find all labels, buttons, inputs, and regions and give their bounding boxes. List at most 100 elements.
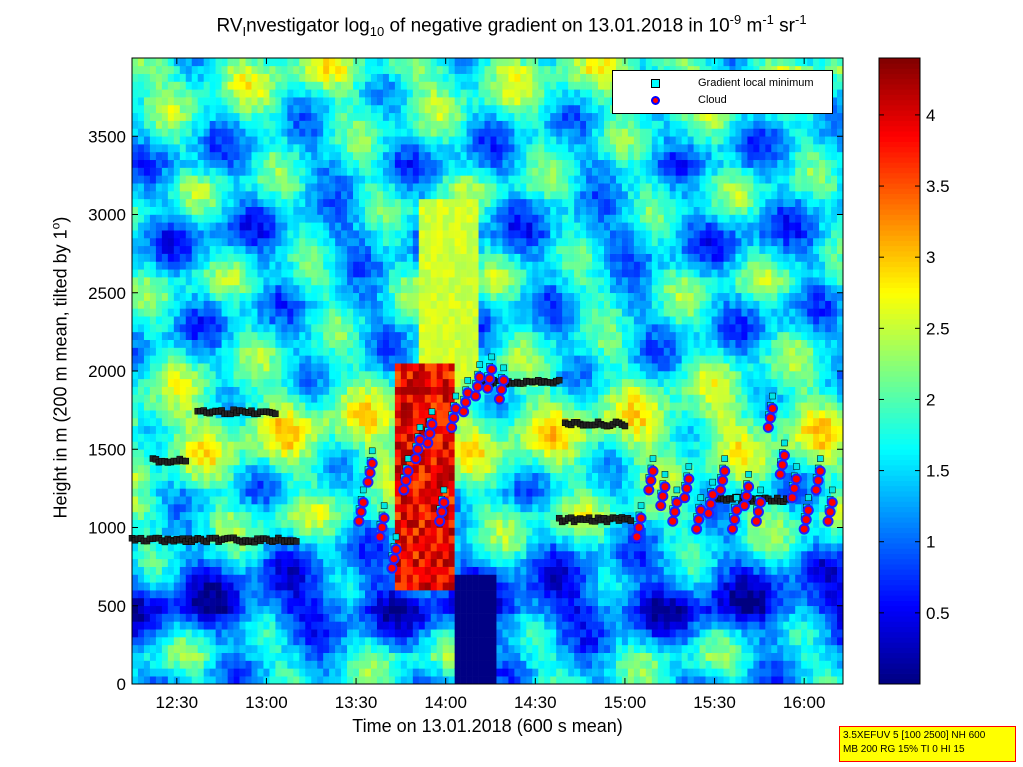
heatmap-cell [203,676,210,685]
heatmap-cell [448,214,455,223]
heatmap-cell [353,535,360,544]
heatmap-cell [466,136,473,145]
heatmap-cell [460,504,467,513]
heatmap-cell [472,590,479,599]
heatmap-cell [173,65,181,74]
heatmap-cell [335,637,342,646]
heatmap-cell [293,574,300,583]
heatmap-cell [269,402,276,411]
heatmap-cell [173,214,181,223]
heatmap-cell [191,347,199,356]
heatmap-cell [161,167,169,176]
heatmap-cell [167,511,175,520]
heatmap-cell [203,144,210,153]
heatmap-cell [460,136,467,145]
heatmap-cell [245,292,252,301]
heatmap-cell [478,480,485,489]
heatmap-cell [454,511,461,520]
heatmap-cell [329,590,336,599]
heatmap-cell [394,597,402,607]
heatmap-cell [359,277,366,286]
heatmap-cell [209,464,216,474]
heatmap-cell [382,496,390,505]
heatmap-cell [221,386,228,395]
heatmap-cell [388,144,396,153]
heatmap-cell [161,402,169,411]
heatmap-cell [305,253,312,262]
heatmap-cell [239,198,246,207]
heatmap-cell [311,237,318,247]
heatmap-cell [149,104,157,114]
heatmap-cell [299,644,306,654]
heatmap-cell [149,402,157,411]
heatmap-cell [365,660,372,669]
heatmap-cell [173,417,181,427]
heatmap-cell [149,89,157,98]
heatmap-cell [424,660,432,669]
heatmap-cell [311,480,318,489]
heatmap-cell [221,597,228,607]
heatmap-cell [197,175,204,184]
heatmap-cell [430,566,438,575]
heatmap-cell [149,464,157,474]
heatmap-cell [323,339,330,348]
heatmap-cell [209,308,216,317]
heatmap-cell [287,120,294,129]
heatmap-cell [341,269,348,278]
heatmap-cell [305,198,312,207]
heatmap-cell [370,597,378,607]
heatmap-cell [323,504,330,513]
heatmap-cell [430,441,438,450]
heatmap-cell [299,574,306,583]
heatmap-cell [239,128,246,137]
heatmap-cell [353,629,360,638]
heatmap-cell [161,347,169,356]
heatmap-cell [299,668,306,677]
heatmap-cell [347,457,354,466]
heatmap-cell [203,371,210,380]
heatmap-cell [394,136,402,145]
heatmap-cell [335,300,342,309]
heatmap-cell [490,550,497,560]
heatmap-cell [275,230,282,239]
heatmap-cell [496,566,503,575]
heatmap-cell [394,417,402,427]
heatmap-cell [406,89,414,98]
heatmap-cell [394,496,402,505]
heatmap-cell [502,574,509,583]
heatmap-cell [137,629,145,638]
heatmap-cell [329,159,336,168]
heatmap-cell [137,566,145,575]
heatmap-cell [251,120,258,129]
heatmap-cell [323,128,330,137]
heatmap-cell [412,191,420,200]
heatmap-cell [191,417,199,427]
heatmap-cell [448,261,455,270]
heatmap-cell [406,660,414,669]
heatmap-cell [406,308,414,317]
heatmap-cell [185,378,193,387]
heatmap-cell [185,191,193,200]
heatmap-cell [448,81,455,90]
heatmap-cell [448,590,455,599]
heatmap-cell [394,58,402,67]
heatmap-cell [155,284,163,294]
heatmap-cell [400,58,408,67]
heatmap-cell [251,550,258,560]
heatmap-cell [329,425,336,434]
heatmap-cell [287,504,294,513]
heatmap-cell [317,191,324,200]
heatmap-cell [466,261,473,270]
heatmap-cell [149,183,157,192]
heatmap-cell [376,300,384,309]
heatmap-cell [448,535,455,544]
heatmap-cell [400,167,408,176]
heatmap-cell [209,394,216,403]
heatmap-cell [239,425,246,434]
heatmap-cell [191,253,199,262]
heatmap-cell [137,175,145,184]
heatmap-cell [466,449,473,458]
heatmap-cell [430,277,438,286]
heatmap-cell [305,644,312,654]
heatmap-cell [496,660,503,669]
